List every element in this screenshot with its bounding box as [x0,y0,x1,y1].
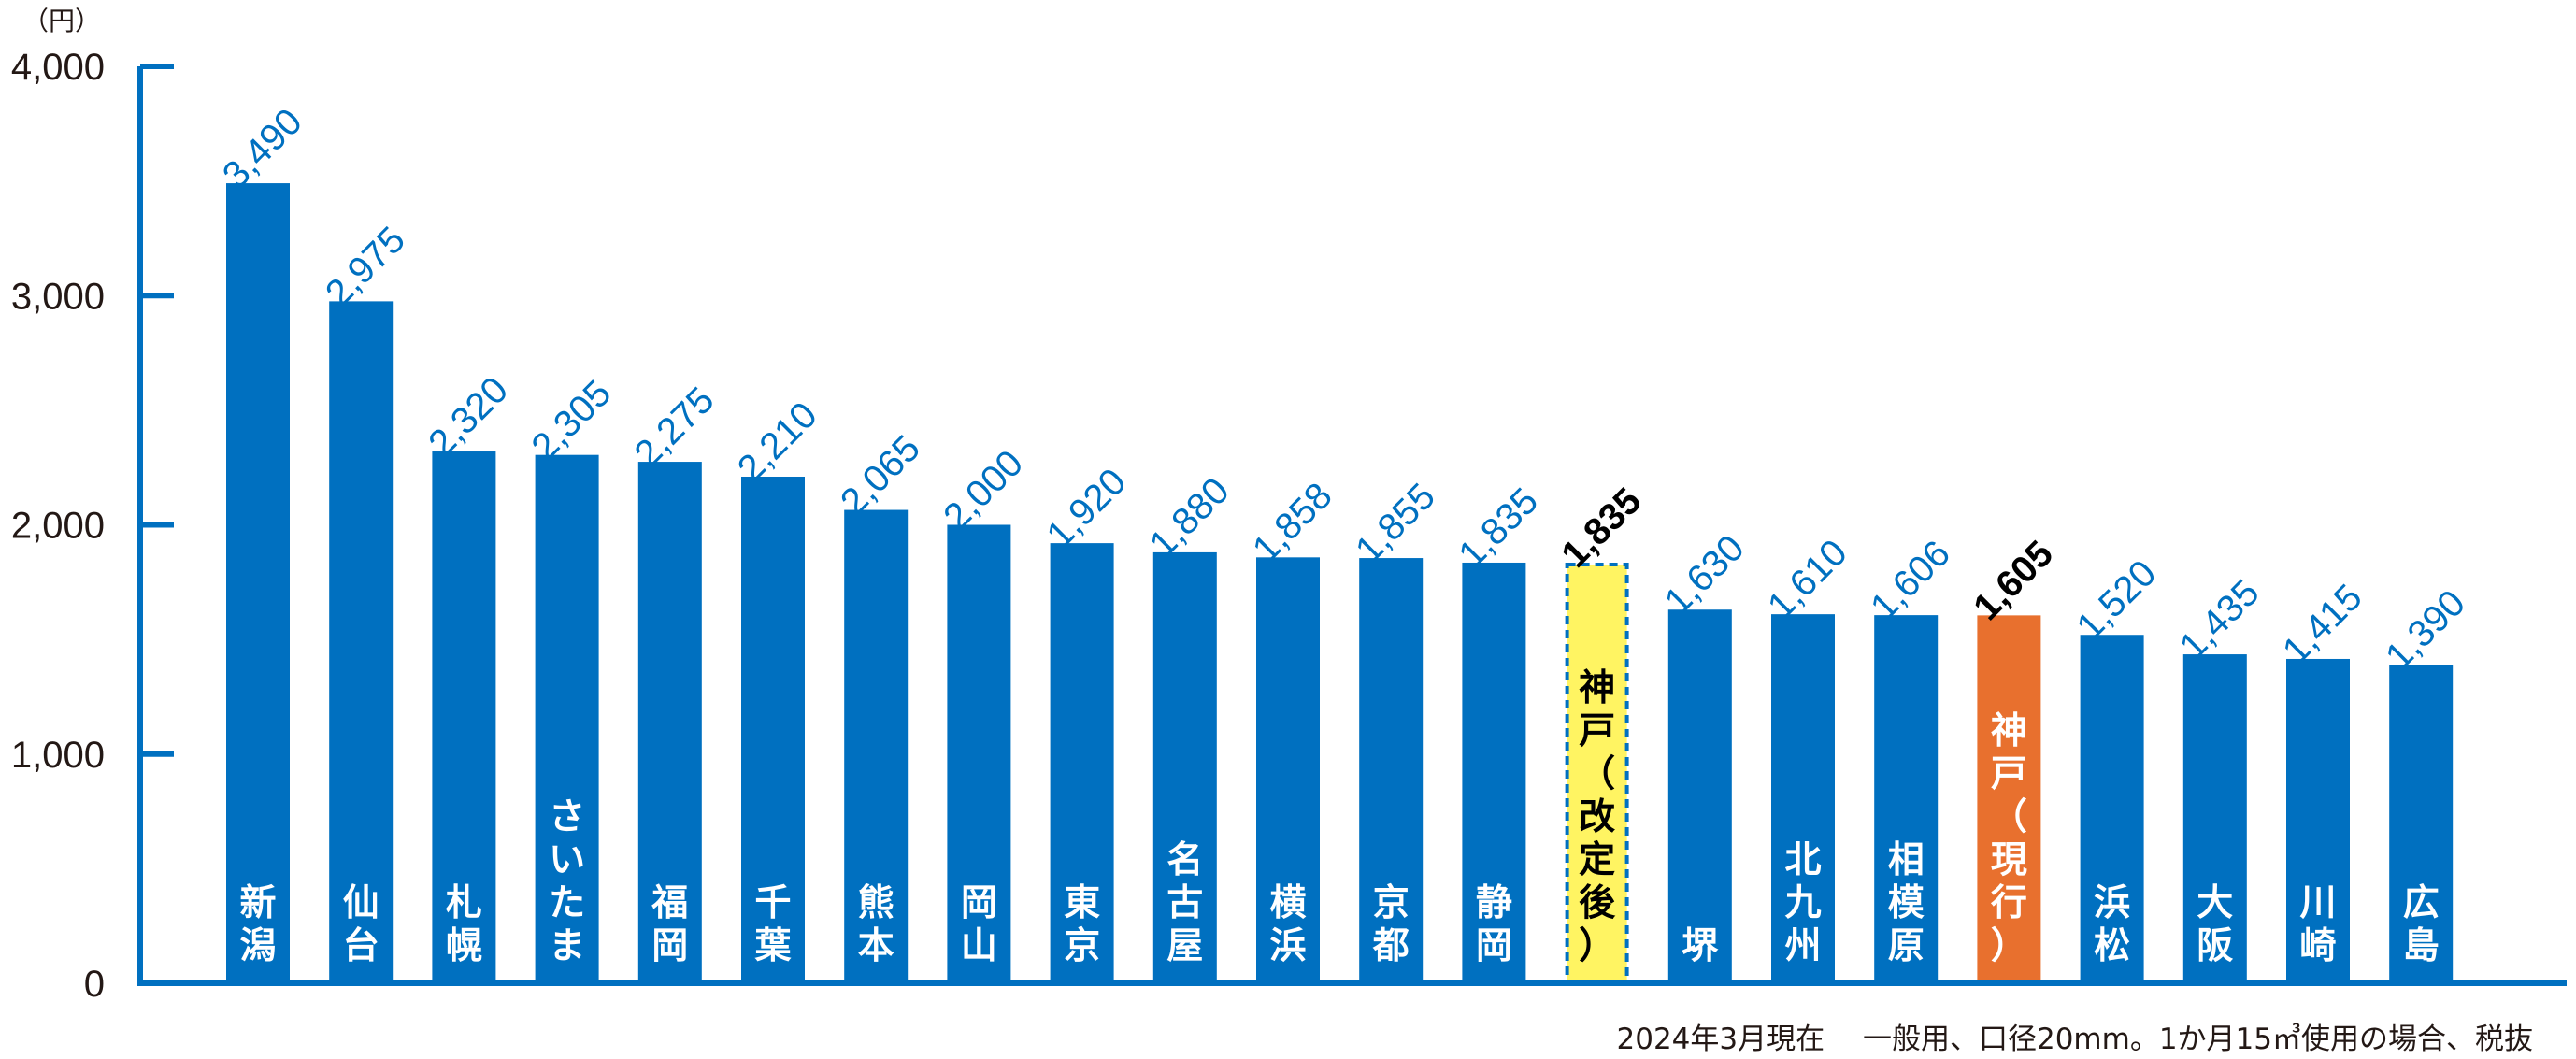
category-label: 熊本 [858,882,894,967]
bar [329,301,394,984]
y-tick-label: 4,000 [11,47,105,88]
category-label: 静岡 [1476,882,1512,967]
value-label: 1,858 [1245,475,1340,570]
y-tick-label: 1,000 [11,735,105,776]
bar [1667,609,1732,983]
value-label: 1,835 [1553,480,1649,576]
bar [432,451,496,983]
value-label: 2,320 [421,369,516,465]
category-label: 札幌 [446,882,482,967]
bar [2389,665,2454,983]
y-axis-ticks: 0 1,000 2,000 3,000 4,000 [11,47,174,1005]
value-label: 1,835 [1451,480,1546,576]
bar [2286,658,2350,983]
category-label: 北九州 [1784,839,1821,967]
category-label: 広島 [2403,882,2440,967]
bar [226,183,290,983]
category-label: 仙台 [343,882,379,967]
value-label: 1,605 [1966,533,2061,628]
category-label: 川崎 [2299,882,2336,967]
value-label: 3,490 [215,101,310,196]
value-label: 1,630 [1657,527,1753,623]
bar [1874,615,1939,983]
category-label: 相模原 [1888,839,1925,967]
category-label: 京都 [1372,882,1410,967]
bar [2182,654,2247,983]
category-label: 神戸（改定後） [1579,667,1616,967]
bars-group: 3,490 新潟 2,975 仙台 2,320 札幌 2,305 さいたま 2,275 福岡 2,2… [215,101,2473,985]
value-label: 1,920 [1038,461,1134,556]
bar [741,476,805,983]
category-label: 横浜 [1269,882,1306,967]
value-label: 1,855 [1348,476,1443,571]
bar [535,454,599,984]
category-label: さいたま [549,796,585,967]
category-label: 岡山 [961,882,997,967]
bar [1977,615,2041,983]
value-label: 2,975 [318,219,413,314]
value-label: 2,000 [936,442,1031,537]
category-label: 堺 [1682,925,1719,967]
category-label: 大阪 [2197,882,2233,967]
category-label: 新潟 [239,882,276,967]
bar [637,462,702,983]
value-label: 1,415 [2275,577,2370,672]
value-label: 2,210 [730,394,825,490]
value-label: 1,880 [1142,470,1238,565]
value-label: 1,610 [1760,532,1855,627]
category-label: 福岡 [651,882,688,967]
y-axis-unit-label: （円） [22,6,101,36]
bar [1256,557,1320,983]
category-label: 神戸（現行） [1991,710,2027,967]
bar [1565,562,1629,985]
y-tick-label: 0 [84,964,105,1005]
bar [2080,635,2144,983]
category-label: 名古屋 [1166,839,1203,967]
bar [1359,558,1424,983]
value-label: 2,305 [523,373,619,468]
bar [1462,562,1526,983]
value-label: 1,435 [2172,572,2268,667]
y-tick-label: 3,000 [11,276,105,317]
footnote: 2024年3月現在 一般用、口径20mm。1か月15㎥使用の場合、税抜 [1617,1023,2533,1056]
bar [844,509,909,983]
value-label: 2,065 [833,427,928,522]
bar [947,524,1011,983]
category-label: 千葉 [753,882,792,967]
category-label: 東京 [1064,882,1100,967]
bar [1771,614,1835,983]
category-label: 浜松 [2094,882,2130,967]
bar [1050,543,1114,983]
value-label: 2,275 [627,379,723,475]
value-label: 1,390 [2378,582,2473,678]
value-label: 1,520 [2068,552,2164,648]
bar [1152,551,1217,983]
y-tick-label: 2,000 [11,506,105,547]
value-label: 1,606 [1863,533,1958,628]
